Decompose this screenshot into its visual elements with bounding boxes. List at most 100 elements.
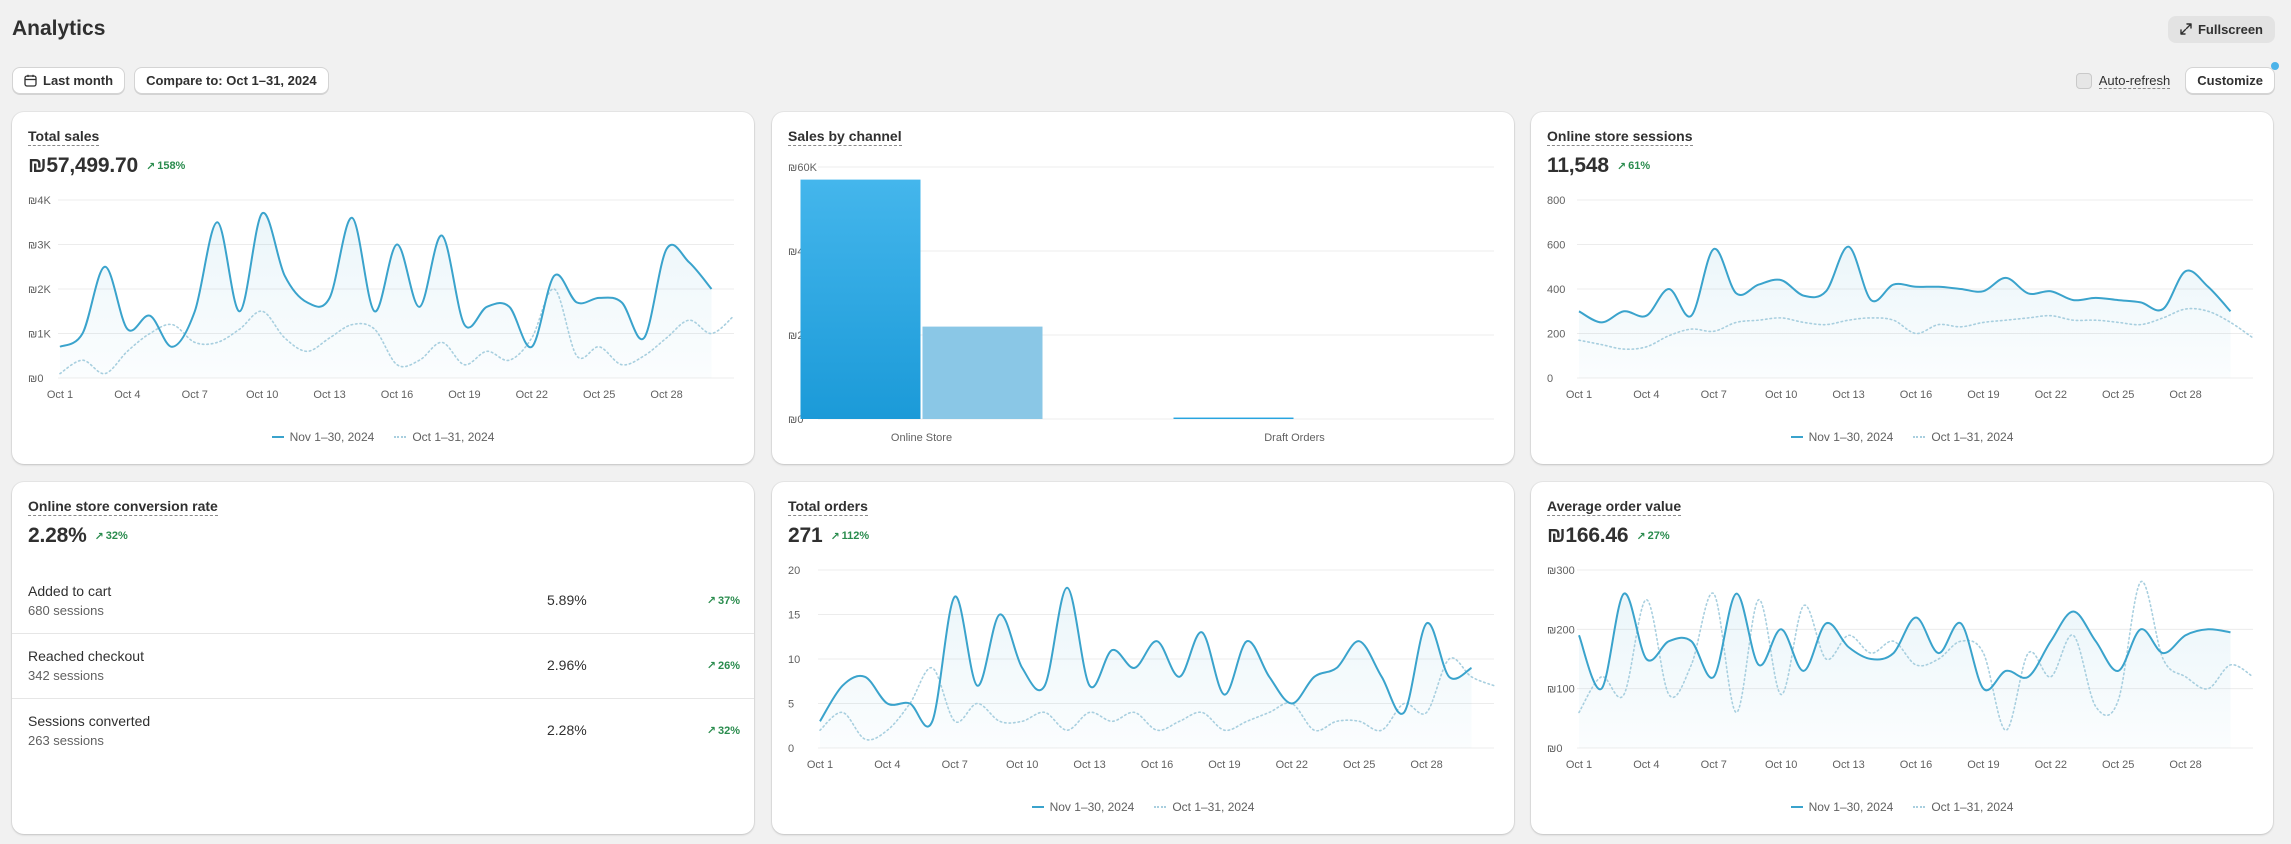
- legend-label: Oct 1–31, 2024: [1931, 430, 2014, 444]
- metric-value: 2.28%: [28, 524, 87, 547]
- series-area: [1579, 593, 2231, 748]
- x-tick-label: Oct 1: [47, 389, 73, 401]
- notification-dot: [2271, 62, 2279, 70]
- legend-item-current[interactable]: Nov 1–30, 2024: [1031, 800, 1134, 814]
- trend-badge: ↗ 32%: [707, 724, 740, 738]
- category-label: Draft Orders: [1264, 432, 1325, 444]
- sessions-chart[interactable]: 0 200 400 600 800 Oct 1 Oct 4 Oct 7 Oct 10 Oct 13…: [1531, 112, 2273, 412]
- x-tick-label: Oct 22: [2035, 759, 2067, 771]
- card-title[interactable]: Sales by channel: [788, 128, 902, 146]
- legend-label: Nov 1–30, 2024: [289, 430, 375, 444]
- x-tick-label: Oct 19: [448, 389, 480, 401]
- trend-up-icon: ↗: [706, 595, 716, 607]
- funnel-step-rate: 5.89%: [547, 592, 587, 608]
- card-title[interactable]: Total orders: [788, 498, 868, 516]
- legend-item-previous[interactable]: Oct 1–31, 2024: [394, 430, 494, 444]
- fullscreen-button[interactable]: Fullscreen: [2167, 15, 2275, 43]
- y-tick-label: 0: [1547, 373, 1553, 385]
- x-tick-label: Oct 25: [1343, 759, 1375, 771]
- x-tick-label: Oct 25: [583, 389, 615, 401]
- legend-item-current[interactable]: Nov 1–30, 2024: [1790, 800, 1894, 814]
- date-range-button[interactable]: Last month: [12, 67, 126, 94]
- legend-label: Oct 1–31, 2024: [1172, 800, 1255, 814]
- legend-label: Oct 1–31, 2024: [412, 430, 495, 444]
- total-orders-chart[interactable]: 0 5 10 15 20 Oct 1 Oct 4 Oct 7 Oct 10 Oct 13 Oct 1…: [772, 482, 1514, 782]
- series-area: [820, 587, 1472, 748]
- y-tick-label: ₪0: [1547, 743, 1562, 755]
- total-sales-chart[interactable]: ₪0 ₪1K ₪2K ₪3K ₪4K Oct 1 Oct 4 Oct 7 Oct 10 Oct 1…: [12, 112, 754, 412]
- x-tick-label: Oct 28: [2169, 759, 2201, 771]
- legend-item-previous[interactable]: Oct 1–31, 2024: [1913, 800, 2013, 814]
- chart-legend: Nov 1–30, 2024 Oct 1–31, 2024: [772, 800, 1514, 814]
- x-tick-label: Oct 13: [313, 389, 345, 401]
- y-tick-label: ₪2K: [28, 284, 51, 296]
- solid-line-icon: [1790, 436, 1803, 438]
- average-order-value-card: Average order value ₪166.46 ↗ 27% ₪0 ₪100 ₪…: [1531, 482, 2273, 834]
- funnel-step-label: Reached checkout: [28, 648, 144, 664]
- y-tick-label: 0: [788, 743, 794, 755]
- y-tick-label: ₪0: [788, 414, 803, 426]
- category-label: Online Store: [891, 432, 952, 444]
- y-tick-label: 10: [788, 654, 800, 666]
- trend-value: 37%: [717, 594, 740, 607]
- legend-item-previous[interactable]: Oct 1–31, 2024: [1154, 800, 1254, 814]
- series-line-current: [59, 212, 713, 348]
- x-tick-label: Oct 10: [1765, 759, 1797, 771]
- funnel-step-rate: 2.28%: [547, 722, 587, 738]
- expand-icon: [2180, 23, 2192, 35]
- auto-refresh-checkbox[interactable]: [2075, 72, 2092, 89]
- x-tick-label: Oct 25: [2102, 389, 2134, 401]
- trend-value: 61%: [1628, 160, 1651, 172]
- card-title[interactable]: Average order value: [1547, 498, 1682, 516]
- card-title[interactable]: Online store conversion rate: [28, 498, 218, 516]
- dotted-line-icon: [394, 436, 407, 438]
- x-tick-label: Oct 4: [1633, 759, 1659, 771]
- x-tick-label: Oct 1: [1566, 759, 1592, 771]
- metric-value: 11,548: [1547, 154, 1609, 177]
- total-sales-card: Total sales ₪57,499.70 ↗ 158% ₪0 ₪1K ₪2K ₪3K…: [12, 112, 754, 464]
- trend-value: 32%: [105, 530, 128, 542]
- average-order-value-chart[interactable]: ₪0 ₪100 ₪200 ₪300 Oct 1 Oct 4 Oct 7 Oct 10 Oct 1…: [1531, 482, 2273, 782]
- fullscreen-label: Fullscreen: [2197, 21, 2263, 37]
- legend-label: Nov 1–30, 2024: [1808, 430, 1894, 444]
- compare-button[interactable]: Compare to: Oct 1–31, 2024: [134, 67, 329, 94]
- customize-button[interactable]: Customize: [2185, 62, 2279, 94]
- card-title[interactable]: Total sales: [28, 128, 100, 146]
- card-title[interactable]: Online store sessions: [1547, 128, 1693, 146]
- trend-badge: ↗ 112%: [830, 530, 869, 543]
- x-tick-label: Oct 10: [246, 389, 278, 401]
- metric-value: 271: [788, 524, 823, 547]
- metric: 11,548 ↗ 61%: [1547, 154, 1650, 178]
- legend-label: Oct 1–31, 2024: [1931, 800, 2014, 814]
- legend-item-current[interactable]: Nov 1–30, 2024: [1790, 430, 1894, 444]
- funnel-row-sessions-converted: Sessions converted 263 sessions 2.28% ↗ 3…: [12, 699, 754, 764]
- series-line-previous: [59, 288, 735, 375]
- y-tick-label: 5: [788, 699, 794, 711]
- legend-item-current[interactable]: Nov 1–30, 2024: [271, 430, 375, 444]
- x-tick-label: Oct 16: [381, 389, 413, 401]
- auto-refresh-label: Auto-refresh: [2098, 72, 2171, 89]
- x-tick-label: Oct 19: [1967, 389, 1999, 401]
- x-tick-label: Oct 10: [1765, 389, 1797, 401]
- legend-item-previous[interactable]: Oct 1–31, 2024: [1913, 430, 2013, 444]
- y-tick-label: ₪0: [28, 373, 43, 385]
- solid-line-icon: [1031, 806, 1044, 808]
- metric: ₪57,499.70 ↗ 158%: [28, 154, 185, 178]
- trend-up-icon: ↗: [94, 530, 104, 543]
- funnel-step-label: Sessions converted: [28, 713, 151, 729]
- metric: 271 ↗ 112%: [788, 524, 869, 548]
- x-tick-label: Oct 28: [1410, 759, 1442, 771]
- x-tick-label: Oct 13: [1832, 759, 1864, 771]
- x-tick-label: Oct 25: [2102, 759, 2134, 771]
- trend-up-icon: ↗: [145, 160, 156, 173]
- x-tick-label: Oct 22: [2035, 389, 2067, 401]
- legend-label: Nov 1–30, 2024: [1808, 800, 1894, 814]
- x-tick-label: Oct 13: [1832, 389, 1864, 401]
- trend-up-icon: ↗: [1616, 160, 1627, 173]
- series-area: [1579, 246, 2231, 378]
- trend-badge: ↗ 158%: [146, 160, 185, 173]
- toolbar: Last month Compare to: Oct 1–31, 2024 Au…: [12, 62, 2279, 94]
- auto-refresh-toggle[interactable]: Auto-refresh: [2075, 72, 2171, 89]
